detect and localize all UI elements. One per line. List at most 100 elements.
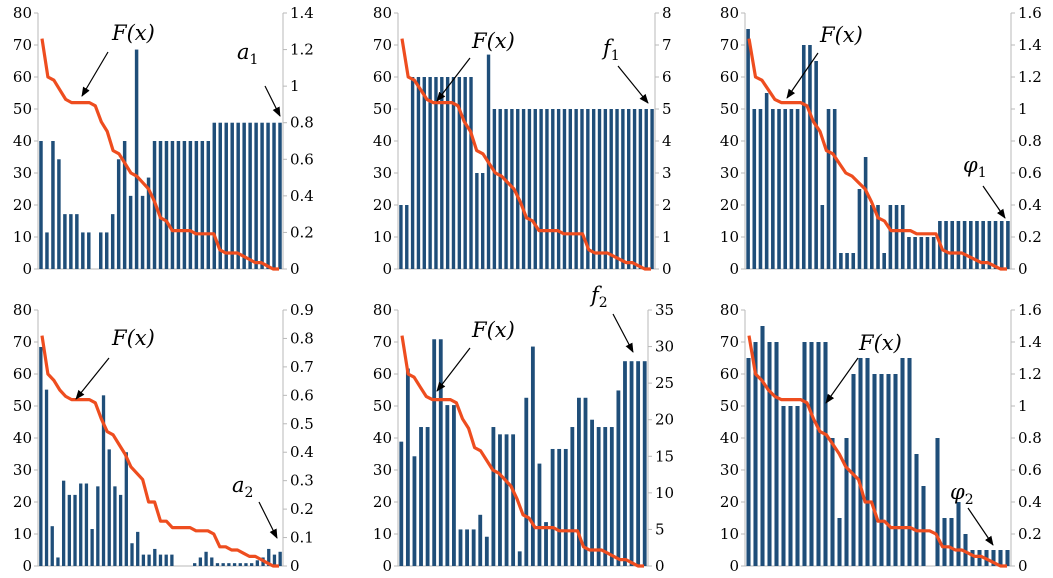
bar xyxy=(438,339,443,566)
right-tick-label: 10 xyxy=(655,484,674,502)
bar-series-label-subscript: 1 xyxy=(978,165,987,181)
bar-label-arrow xyxy=(258,501,278,539)
bar xyxy=(230,122,234,270)
bar xyxy=(993,221,998,269)
bar-series-label: a1 xyxy=(237,40,258,68)
bar xyxy=(50,526,54,566)
bar xyxy=(781,406,786,566)
right-tick-label: 35 xyxy=(655,301,674,319)
bar xyxy=(118,494,123,566)
curve-label: F(x) xyxy=(111,326,155,350)
bar xyxy=(116,159,121,269)
right-tick-label: 0.5 xyxy=(290,415,314,433)
bar xyxy=(539,109,543,269)
bar xyxy=(530,346,535,566)
bar xyxy=(650,109,654,269)
right-tick-label: 1.4 xyxy=(1018,36,1042,54)
bar xyxy=(458,529,463,566)
bar xyxy=(629,361,634,566)
bar xyxy=(963,534,968,566)
bar xyxy=(949,518,954,566)
bar xyxy=(39,141,43,269)
bar xyxy=(801,45,806,269)
bar xyxy=(931,237,936,269)
bar xyxy=(141,554,146,566)
bar xyxy=(615,109,619,269)
curve-label: F(x) xyxy=(471,318,515,342)
right-tick-label: 0.8 xyxy=(1018,132,1042,150)
bar xyxy=(621,109,625,269)
bar xyxy=(484,536,489,566)
bar xyxy=(153,548,157,566)
bar xyxy=(524,397,529,566)
left-tick-label: 0 xyxy=(729,557,739,575)
bar-series-label: f1 xyxy=(601,36,620,64)
bar xyxy=(987,221,992,269)
bar xyxy=(851,374,856,566)
bar xyxy=(419,427,423,566)
bar xyxy=(212,122,217,270)
right-tick-label: 0.9 xyxy=(290,301,314,319)
right-tick-label: 0 xyxy=(290,260,300,278)
bar xyxy=(783,109,788,269)
bar xyxy=(746,358,751,566)
bar xyxy=(876,205,880,269)
bar xyxy=(39,346,43,566)
bar xyxy=(124,452,128,566)
right-tick-label: 1.2 xyxy=(1018,68,1042,86)
left-tick-label: 20 xyxy=(720,196,739,214)
left-tick-label: 40 xyxy=(720,429,739,447)
bar xyxy=(820,205,825,269)
right-tick-label: 0 xyxy=(655,557,665,575)
bar xyxy=(830,438,835,566)
bar xyxy=(399,205,403,269)
bar xyxy=(636,361,641,566)
bar xyxy=(99,232,103,269)
right-tick-label: 1.4 xyxy=(1018,333,1042,351)
right-tick-label: 0.8 xyxy=(290,114,314,132)
bar xyxy=(851,253,856,269)
left-tick-label: 40 xyxy=(720,132,739,150)
bar xyxy=(504,109,508,269)
left-tick-label: 20 xyxy=(13,196,32,214)
bar-series-label-subscript: 2 xyxy=(965,492,974,508)
bar xyxy=(956,221,961,269)
bar xyxy=(87,232,91,269)
bar xyxy=(774,342,779,566)
bar xyxy=(452,405,456,566)
bar-series-label-base: a xyxy=(232,473,245,497)
bar xyxy=(886,374,891,566)
left-tick-label: 10 xyxy=(13,525,32,543)
left-tick-label: 50 xyxy=(373,397,392,415)
right-tick-label: 0.4 xyxy=(290,443,314,461)
bar xyxy=(975,221,979,269)
bar-series-label-base: φ xyxy=(963,153,978,177)
bar xyxy=(445,77,450,269)
bar xyxy=(950,221,955,269)
curve-label: F(x) xyxy=(819,23,863,47)
bar xyxy=(845,253,849,269)
bar-label-arrow xyxy=(982,185,1006,219)
bar xyxy=(84,483,89,566)
right-tick-label: 0.4 xyxy=(1018,493,1042,511)
bar xyxy=(586,109,590,269)
bar-series-label-subscript: 1 xyxy=(611,48,620,64)
left-tick-label: 20 xyxy=(373,493,392,511)
left-tick-label: 60 xyxy=(13,68,32,86)
left-tick-label: 0 xyxy=(22,557,32,575)
bar xyxy=(260,122,264,270)
fx-curve-line xyxy=(747,38,1007,271)
bar xyxy=(925,237,930,269)
bar xyxy=(562,109,567,269)
curve-label-arrow xyxy=(81,51,109,97)
bar xyxy=(465,529,469,566)
bar xyxy=(170,141,175,269)
bar xyxy=(128,195,133,269)
bar xyxy=(913,237,917,269)
bar xyxy=(90,529,94,566)
right-tick-label: 0.2 xyxy=(1018,525,1042,543)
right-tick-label: 20 xyxy=(655,411,674,429)
right-tick-label: 0.4 xyxy=(1018,196,1042,214)
bar xyxy=(158,554,163,566)
bar xyxy=(210,557,214,566)
